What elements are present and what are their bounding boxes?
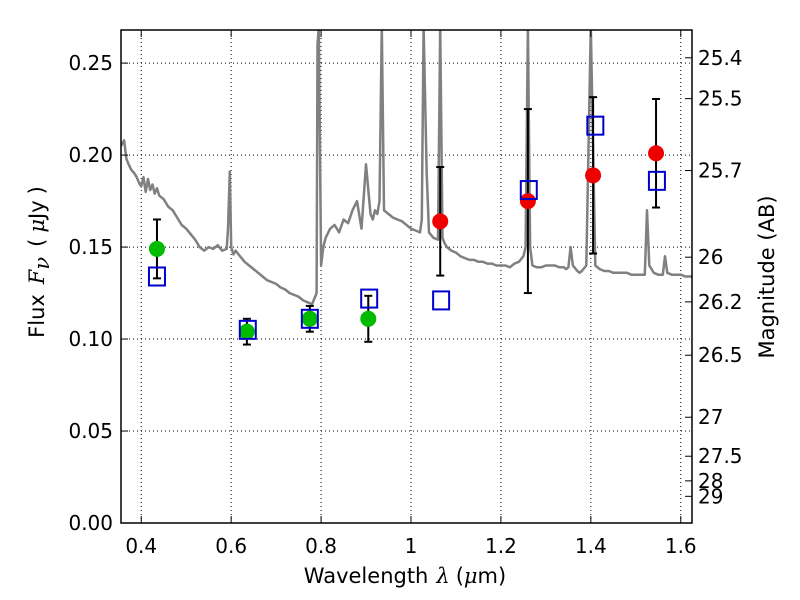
x-tick-label: 1: [405, 534, 418, 558]
model-point-square: [432, 290, 451, 311]
model-point-square: [360, 288, 379, 309]
x-axis-label-symbol: λ: [435, 564, 449, 588]
x-tick-label: 0.8: [305, 534, 337, 558]
data-point-circle: [648, 145, 665, 162]
data-point-circle: [148, 240, 165, 257]
model-point-square: [519, 180, 538, 201]
x-tick-label: 0.6: [215, 534, 247, 558]
data-point-circle: [519, 193, 536, 210]
x-axis-label-unit-rest: m): [478, 564, 507, 588]
x-axis-label: Wavelength λ (μm): [304, 564, 506, 588]
y-tick-label: 0.05: [68, 419, 113, 443]
model-point-square: [300, 308, 319, 329]
y-axis-label-unit-mu: μ: [25, 219, 49, 233]
y2-tick-label: 25.4: [698, 46, 743, 70]
y2-tick-label: 26.5: [698, 343, 743, 367]
y-tick-label: 0.10: [68, 327, 113, 351]
y2-tick-label: 26: [698, 245, 723, 269]
grid: [121, 30, 692, 524]
y-axis-label-unit-rest: Jy: [25, 200, 49, 221]
model-point-square: [586, 115, 605, 136]
data-point-circle: [360, 310, 377, 327]
model-point-square: [647, 170, 666, 191]
y-tick-label: 0.00: [68, 511, 113, 535]
y-tick-label: 0.25: [68, 51, 113, 75]
y2-tick-label: 26.2: [698, 290, 743, 314]
y-axis-label-unit-open: (: [25, 239, 49, 247]
y2-tick-label: 28: [698, 469, 723, 493]
x-tick-label: 0.4: [125, 534, 157, 558]
x-axis-label-text: Wavelength: [304, 564, 429, 588]
x-tick-label: 1.4: [575, 534, 607, 558]
x-tick-label: 1.6: [665, 534, 697, 558]
data-point-circle: [301, 310, 318, 327]
model-spectrum-line: [121, 30, 692, 306]
y-tick-label: 0.15: [68, 235, 113, 259]
y2-tick-label: 29: [698, 484, 723, 508]
plot-area: [121, 30, 692, 346]
y-axis-label-symbol: F: [25, 268, 49, 285]
y2-tick-label: 25.7: [698, 159, 743, 183]
y-axis-label: Flux Fν ( μJy): [25, 186, 54, 338]
data-point-circle: [238, 323, 255, 340]
y2-tick-label: 25.5: [698, 87, 743, 111]
y-axis-label-subscript: ν: [30, 257, 54, 270]
y2-tick-label: 27: [698, 405, 723, 429]
plot-frame: [120, 29, 693, 524]
x-axis-label-unit-mu: μ: [464, 564, 478, 588]
y-axis-label-text: Flux: [25, 294, 49, 338]
model-point-square: [147, 266, 166, 287]
x-tick-label: 1.2: [485, 534, 517, 558]
data-point-circle: [585, 167, 602, 184]
model-point-square: [238, 319, 257, 340]
x-axis-label-unit-open: (: [456, 564, 464, 588]
y-axis-label-unit-close: ): [25, 186, 49, 194]
y-tick-label: 0.20: [68, 143, 113, 167]
y2-axis-label: Magnitude (AB): [755, 195, 779, 358]
y2-tick-label: 27.5: [698, 444, 743, 468]
axis-ticks: 0.4 0.6 0.8 1 1.2 1.4 1.6 0.00 0.05 0.10 0.15 0.20 0…: [68, 30, 743, 558]
data-point-circle: [432, 213, 449, 230]
